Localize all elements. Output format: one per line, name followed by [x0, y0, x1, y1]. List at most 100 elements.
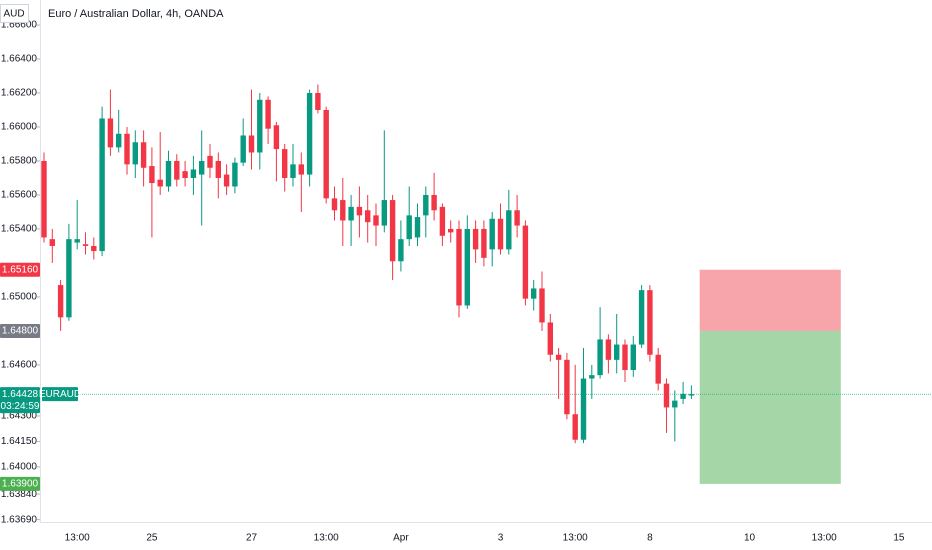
candle-body [82, 244, 89, 246]
y-tick-label: 1.65800 [1, 156, 38, 167]
candle-body [257, 99, 263, 153]
candle-body [49, 239, 55, 246]
candle-body [348, 206, 354, 221]
y-tick-label: 1.66200 [1, 88, 38, 99]
candle-body [199, 160, 205, 175]
candle-body [580, 378, 587, 440]
candle-body [672, 400, 678, 408]
target-price-tag: 1.63900 [2, 479, 39, 490]
candle-body [547, 322, 553, 355]
candle-body [589, 375, 595, 379]
candle-body [57, 285, 64, 318]
candle-body [472, 228, 479, 250]
candle-body [323, 109, 329, 199]
candle-body [572, 414, 578, 440]
candle-body [406, 215, 412, 240]
x-tick-label: 27 [246, 533, 258, 544]
candle-body [140, 142, 147, 168]
entry-price-tag-bg [0, 323, 40, 338]
candle-body [464, 228, 470, 306]
candle-body [555, 354, 562, 360]
candle-body [174, 160, 180, 180]
candle-body [207, 155, 213, 168]
y-tick-label: 1.66000 [1, 122, 38, 133]
candle-body [132, 142, 138, 165]
candle-body [414, 217, 421, 238]
candle-body [522, 225, 529, 299]
candle-body [91, 245, 97, 252]
candle-body [340, 200, 346, 221]
candle-body [423, 194, 429, 216]
x-tick-label: 10 [744, 533, 756, 544]
candle-body [489, 218, 495, 250]
last-price-tag-bg [0, 387, 40, 414]
axis-unit: AUD [3, 9, 24, 20]
countdown: 03:24:59 [1, 401, 40, 412]
symbol-tag: EURAUD [39, 389, 81, 400]
candle-body [597, 339, 603, 376]
candle-body [381, 200, 387, 226]
x-tick-label: 13:00 [65, 533, 90, 544]
entry-price-tag: 1.64800 [2, 326, 39, 337]
candle-body [356, 206, 363, 216]
y-tick-label: 1.65400 [1, 224, 38, 235]
candle-body [605, 339, 612, 360]
candle-body [663, 383, 670, 408]
x-tick-label: 25 [146, 533, 158, 544]
x-tick-label: 8 [647, 533, 653, 544]
candle-body [614, 344, 620, 360]
stop-price-tag-bg [0, 262, 40, 277]
y-tick-label: 1.65000 [1, 292, 38, 303]
symbol-tag-bg [42, 387, 78, 402]
candle-body [273, 125, 280, 150]
candle-body [456, 228, 462, 306]
candle-body [315, 92, 321, 110]
candle-body [190, 169, 197, 178]
candle-body [182, 171, 188, 178]
candle-body [149, 166, 155, 184]
y-tick-label: 1.64150 [1, 436, 38, 447]
candle-body [74, 239, 80, 243]
candle-body [680, 393, 686, 399]
candle-body [240, 135, 246, 163]
candle-body [497, 218, 504, 250]
candle-body [116, 133, 122, 148]
x-tick-label: 3 [498, 533, 504, 544]
last-price-tag: 1.64428 [2, 389, 39, 400]
candle-body [298, 164, 304, 175]
candle-body [331, 198, 338, 211]
candle-body [389, 200, 396, 262]
candle-body [107, 118, 114, 148]
candle-body [448, 228, 454, 233]
x-tick-label: 15 [893, 533, 905, 544]
candle-body [647, 290, 653, 355]
candle-body [165, 160, 172, 187]
candle-body [506, 210, 512, 250]
candle-body [431, 194, 437, 211]
stop-price-tag: 1.65160 [2, 264, 39, 275]
candle-body [564, 359, 570, 415]
candle-body [630, 344, 636, 371]
candle-body [215, 160, 221, 178]
candle-body [157, 179, 163, 187]
candle-body [655, 354, 661, 384]
axis-unit-box [0, 4, 29, 23]
candle-body [398, 239, 404, 262]
y-tick-label: 1.66400 [1, 54, 38, 65]
y-tick-label: 1.64300 [1, 411, 38, 422]
candle-body [124, 133, 130, 165]
candle-body [531, 288, 537, 299]
candle-body [282, 149, 288, 178]
candle-body [248, 135, 255, 153]
candle-body [265, 99, 271, 129]
candle-body [41, 160, 47, 238]
x-tick-label: 13:00 [812, 533, 837, 544]
candle-body [365, 210, 371, 223]
target-zone [699, 330, 841, 484]
x-tick-label: 13:00 [563, 533, 588, 544]
x-tick-label: Apr [393, 533, 409, 544]
y-tick-label: 1.64000 [1, 462, 38, 473]
target-price-tag-bg [0, 476, 40, 491]
candle-body [290, 164, 296, 178]
